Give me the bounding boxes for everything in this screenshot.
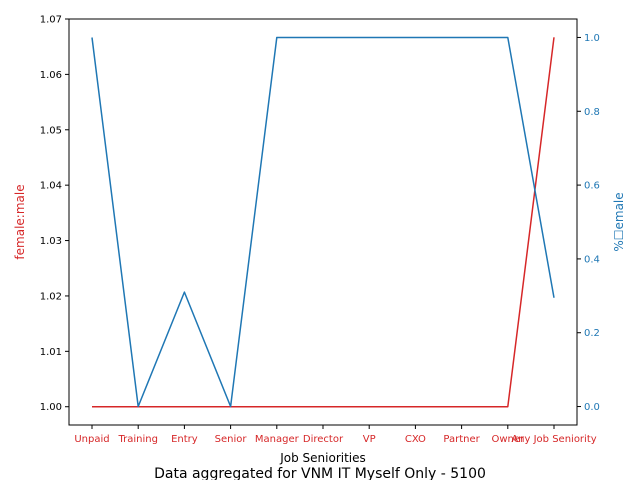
percent-female-line: [91, 36, 555, 408]
x-tick-label: Training: [117, 434, 157, 445]
left-y-tick-label: 1.02: [40, 291, 62, 302]
right-y-tick-label: 0.4: [584, 254, 600, 265]
right-y-axis-ticks: 0.0 0.2 0.4 0.6 0.8 1.0: [577, 33, 600, 413]
x-tick-label: Manager: [255, 434, 300, 445]
right-y-axis-label: %☐emale: [612, 192, 626, 251]
right-y-tick-label: 0.2: [584, 328, 600, 339]
x-tick-label: CXO: [405, 434, 426, 445]
left-y-axis-ticks: 1.00 1.01 1.02 1.03 1.04 1.05 1.06 1.07: [40, 15, 69, 413]
x-tick-label: Senior: [215, 434, 248, 445]
right-y-tick-label: 0.8: [584, 107, 600, 118]
x-axis-ticks: Unpaid Training Entry Senior Manager Director…: [74, 425, 597, 445]
left-y-tick-label: 1.03: [40, 236, 62, 247]
right-y-tick-label: 0.6: [584, 181, 600, 192]
left-y-tick-label: 1.05: [40, 125, 62, 136]
right-y-tick-label: 1.0: [584, 33, 600, 44]
left-y-axis-label: female:male: [13, 184, 27, 259]
plot-area: [69, 19, 577, 425]
x-tick-label: Director: [303, 434, 344, 445]
x-tick-label: VP: [363, 434, 376, 445]
left-y-tick-label: 1.01: [40, 347, 62, 358]
right-y-tick-label: 0.0: [584, 402, 600, 413]
chart-title: Data aggregated for VNM IT Myself Only -…: [154, 466, 486, 480]
left-y-tick-label: 1.04: [40, 181, 62, 192]
x-axis-label: Job Seniorities: [279, 451, 366, 465]
left-y-tick-label: 1.00: [40, 402, 62, 413]
left-y-tick-label: 1.06: [40, 70, 62, 81]
x-tick-label: Partner: [443, 434, 480, 445]
female-male-ratio-line: [92, 37, 555, 408]
series-layer: [91, 36, 555, 408]
x-tick-label: Owner: [491, 434, 525, 445]
x-tick-label: Unpaid: [74, 434, 109, 445]
left-y-tick-label: 1.07: [40, 15, 62, 26]
x-tick-label: Any Job Seniority: [511, 434, 596, 445]
x-tick-label: Entry: [171, 434, 198, 445]
